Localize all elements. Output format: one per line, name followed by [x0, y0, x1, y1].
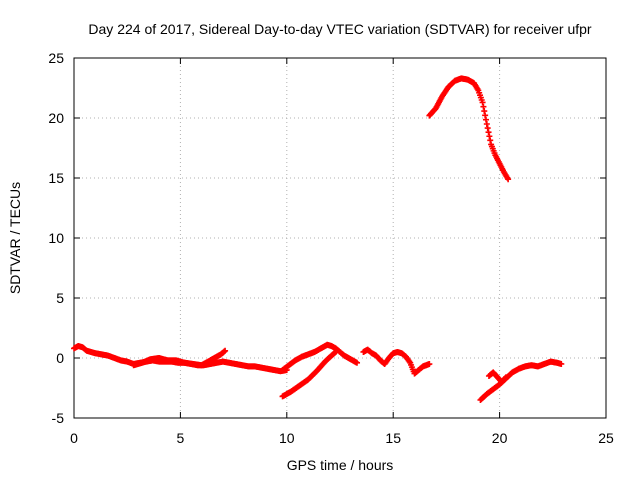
x-axis-label: GPS time / hours — [287, 457, 394, 473]
data-points — [71, 75, 565, 403]
x-axis-ticks: 0 5 10 15 20 25 — [70, 58, 614, 446]
data-point — [481, 108, 488, 115]
x-tick-label: 15 — [385, 430, 401, 446]
data-point — [222, 347, 229, 354]
x-tick-label: 0 — [70, 430, 78, 446]
data-point — [487, 137, 494, 144]
y-tick-label: 20 — [48, 110, 64, 126]
y-tick-label: 10 — [48, 230, 64, 246]
data-point — [482, 116, 489, 123]
data-point — [502, 374, 509, 381]
series-arc-4 — [279, 349, 339, 400]
data-point — [480, 103, 487, 110]
series-arc-6 — [426, 75, 512, 183]
y-tick-label: 25 — [48, 50, 64, 66]
data-point — [485, 129, 492, 136]
data-point — [426, 361, 433, 367]
data-point — [354, 359, 361, 366]
series-arc-2 — [130, 347, 229, 369]
data-point — [558, 361, 565, 367]
data-point — [482, 112, 489, 119]
series-arc-8 — [485, 369, 509, 385]
y-tick-label: 5 — [56, 290, 64, 306]
y-axis-label: SDTVAR / TECUs — [7, 182, 23, 294]
x-tick-label: 20 — [492, 430, 508, 446]
x-tick-label: 5 — [177, 430, 185, 446]
data-point — [483, 121, 490, 127]
series-arc-7 — [477, 358, 565, 403]
x-tick-label: 10 — [279, 430, 295, 446]
y-tick-label: 0 — [56, 350, 64, 366]
series-arc-5 — [360, 346, 433, 377]
data-point — [406, 358, 413, 365]
data-point — [332, 349, 339, 355]
data-point — [502, 375, 509, 382]
y-tick-label: 15 — [48, 170, 64, 186]
data-point — [484, 125, 491, 132]
data-point — [505, 176, 512, 183]
y-tick-label: -5 — [52, 410, 65, 426]
y-axis-ticks: -5 0 5 10 15 20 25 — [48, 50, 606, 426]
data-point — [486, 133, 493, 140]
chart-title: Day 224 of 2017, Sidereal Day-to-day VTE… — [88, 21, 592, 37]
x-tick-label: 25 — [598, 430, 614, 446]
data-point — [479, 99, 486, 106]
series-arc-3 — [279, 341, 361, 373]
